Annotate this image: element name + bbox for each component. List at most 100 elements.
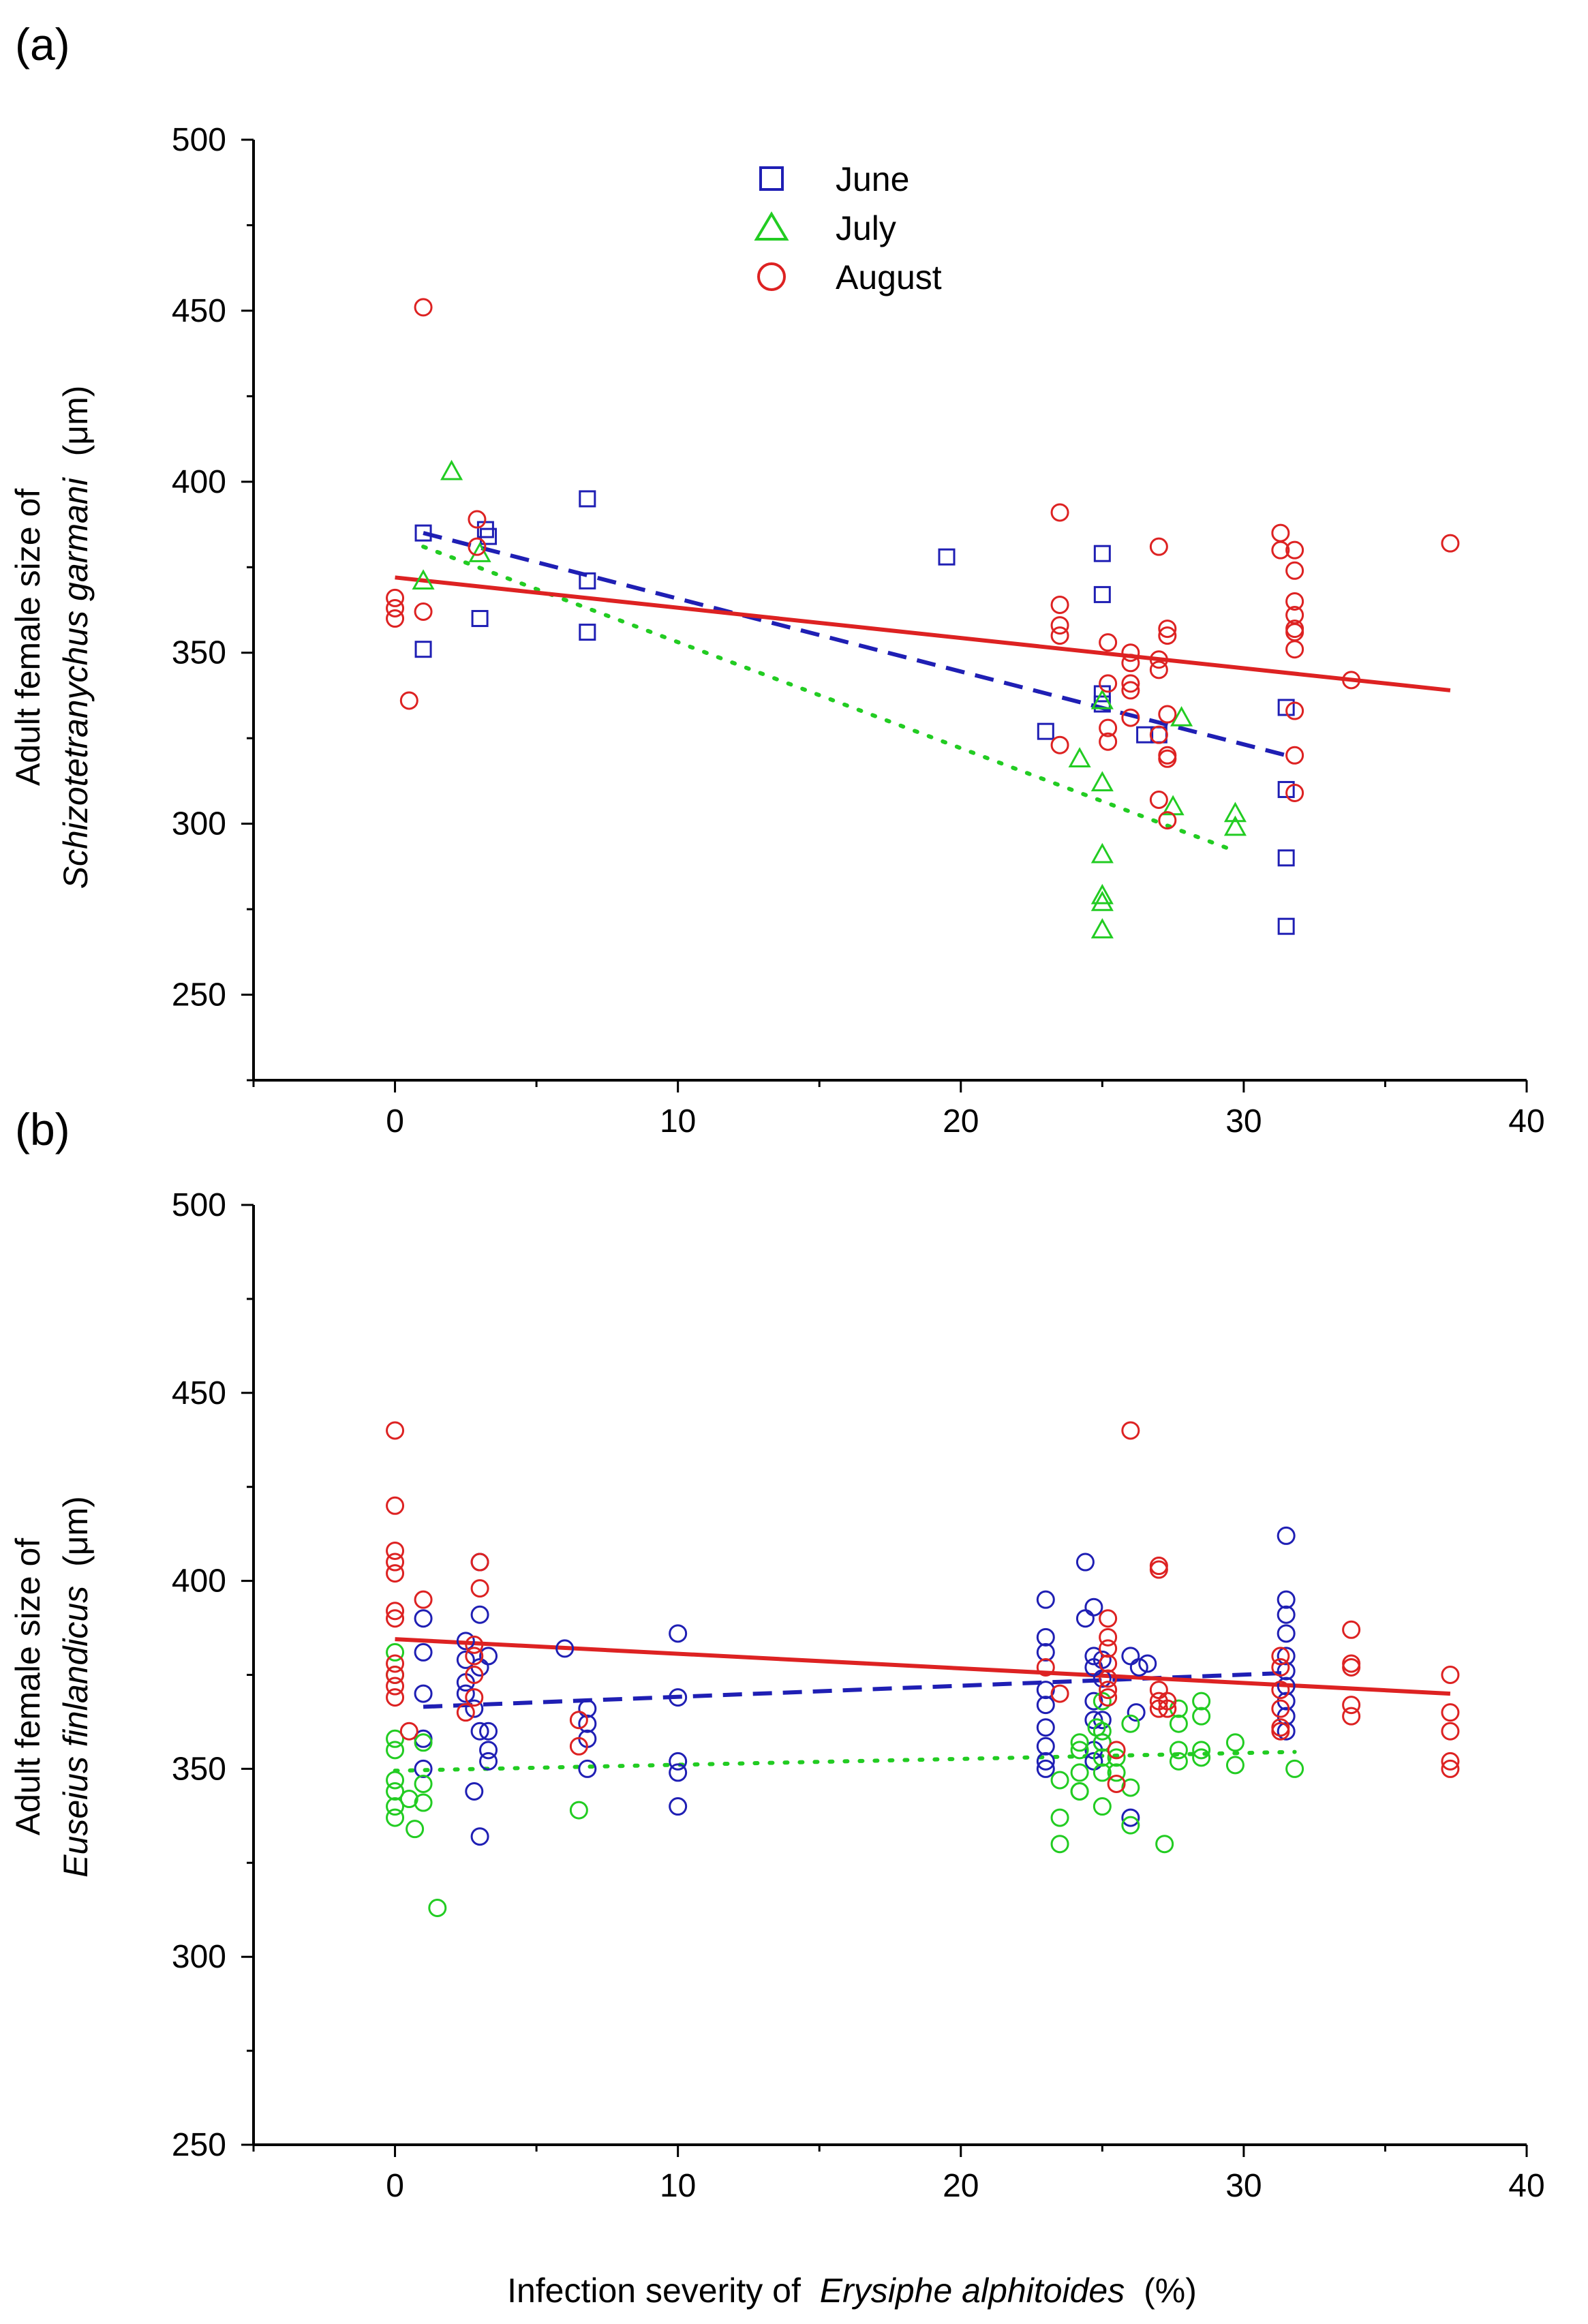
data-point-july [386,1771,405,1790]
data-point-june [1277,1624,1296,1643]
data-point-august [465,1688,484,1707]
data-point-august [386,609,405,628]
x-tick-label: 40 [1508,2168,1544,2204]
data-point-july [414,1793,433,1812]
panel-a-y-axis-title-prefix: Adult female size of [9,489,47,786]
data-point-july [1169,1752,1188,1771]
data-point-july [1192,1692,1211,1711]
data-point-august [386,1421,405,1440]
data-point-june [1277,1526,1296,1545]
data-point-august [1342,1620,1361,1639]
data-point-august [1158,811,1177,830]
data-point-august [1099,1669,1118,1688]
data-point-july [1121,1816,1140,1835]
panel-b-y-axis-title-prefix: Adult female size of [9,1538,47,1835]
data-point-august [1285,592,1304,611]
data-point-june [1037,722,1054,740]
panel-b-data-points [386,1421,1460,1917]
data-point-june [1093,585,1111,603]
data-point-august [414,602,433,622]
data-point-july [386,1782,405,1801]
data-point-june [669,1624,688,1643]
data-point-august [569,1737,588,1756]
data-point-july [414,1733,433,1752]
data-point-august [1149,725,1168,744]
x-tick-label: 10 [660,1103,696,1140]
x-tick-label: 20 [943,1103,979,1140]
x-axis-title-unit: (%) [1144,2272,1197,2310]
data-point-august [1158,1692,1177,1711]
data-point-august [1441,534,1460,553]
y-tick-label: 450 [172,1375,226,1411]
data-point-august [1050,735,1069,754]
data-point-june [938,548,956,566]
data-point-june [1036,1590,1055,1609]
panel-b-y-axis-title-line1: Adult female size of [9,1538,47,1835]
data-point-august [1285,746,1304,765]
data-point-july [1090,688,1114,709]
data-point-june [1075,1553,1095,1572]
data-point-july [1155,1835,1174,1854]
data-point-august [1099,1627,1118,1647]
x-tick-label: 20 [943,2168,979,2204]
data-point-june [1121,1808,1140,1827]
data-point-august [1149,660,1168,679]
data-point-june [470,1827,489,1846]
data-point-august [1099,1688,1118,1707]
legend-label-july: July [836,209,896,247]
fit-line-july [421,545,1238,853]
data-point-june [1138,1654,1157,1673]
data-point-june [1036,1718,1055,1737]
data-point-july [1107,1763,1126,1782]
data-point-july [1121,1714,1140,1733]
data-point-june [456,1684,475,1703]
data-point-june [578,1714,597,1733]
data-point-august [1342,671,1361,690]
panel-a-axes [241,138,1528,1092]
data-point-august [1149,1560,1168,1579]
panel-a-y-axis-unit: (μm) [57,386,95,457]
data-point-june [470,1605,489,1624]
data-point-august [465,1647,484,1666]
panel-b-tick-labels: 0 10 20 30 40 250 300 350 400 450 500 [172,1187,1545,2204]
data-point-june [414,1642,433,1662]
data-point-july [1050,1808,1069,1827]
data-point-june [579,490,596,508]
data-point-june [1129,1657,1148,1677]
data-point-june [1084,1647,1103,1666]
data-point-august [1099,674,1118,693]
data-point-august [1099,732,1118,751]
data-point-july [1090,918,1114,938]
data-point-june [579,624,596,641]
data-point-august [1036,1657,1055,1677]
data-point-august [1099,718,1118,737]
y-tick-label: 350 [172,635,226,671]
data-point-august [1099,1609,1118,1628]
x-tick-label: 0 [386,1103,404,1140]
data-point-august [1271,1722,1290,1741]
y-tick-label: 500 [172,122,226,158]
panel-a-legend: June July August [754,160,942,296]
y-tick-label: 350 [172,1751,226,1787]
data-point-august [1285,540,1304,560]
data-point-august [386,1541,405,1560]
panel-a-y-axis-species: Schizotetranychus garmani [57,476,95,889]
data-point-june [669,1688,688,1707]
data-point-june [414,1759,433,1778]
data-point-june [1093,545,1111,562]
data-point-august [386,1654,405,1673]
data-point-august [468,510,487,529]
data-point-june [471,610,489,628]
data-point-july [1093,1797,1112,1816]
data-point-july [1068,747,1091,767]
data-point-july [468,542,491,562]
data-point-august [1149,791,1168,810]
data-point-july [1225,1756,1245,1775]
data-point-july [440,459,463,480]
data-point-august [1107,1774,1126,1793]
data-point-july [1090,771,1114,792]
data-point-july [386,1741,405,1760]
data-point-june [1277,849,1295,867]
legend-label-june: June [836,160,909,198]
